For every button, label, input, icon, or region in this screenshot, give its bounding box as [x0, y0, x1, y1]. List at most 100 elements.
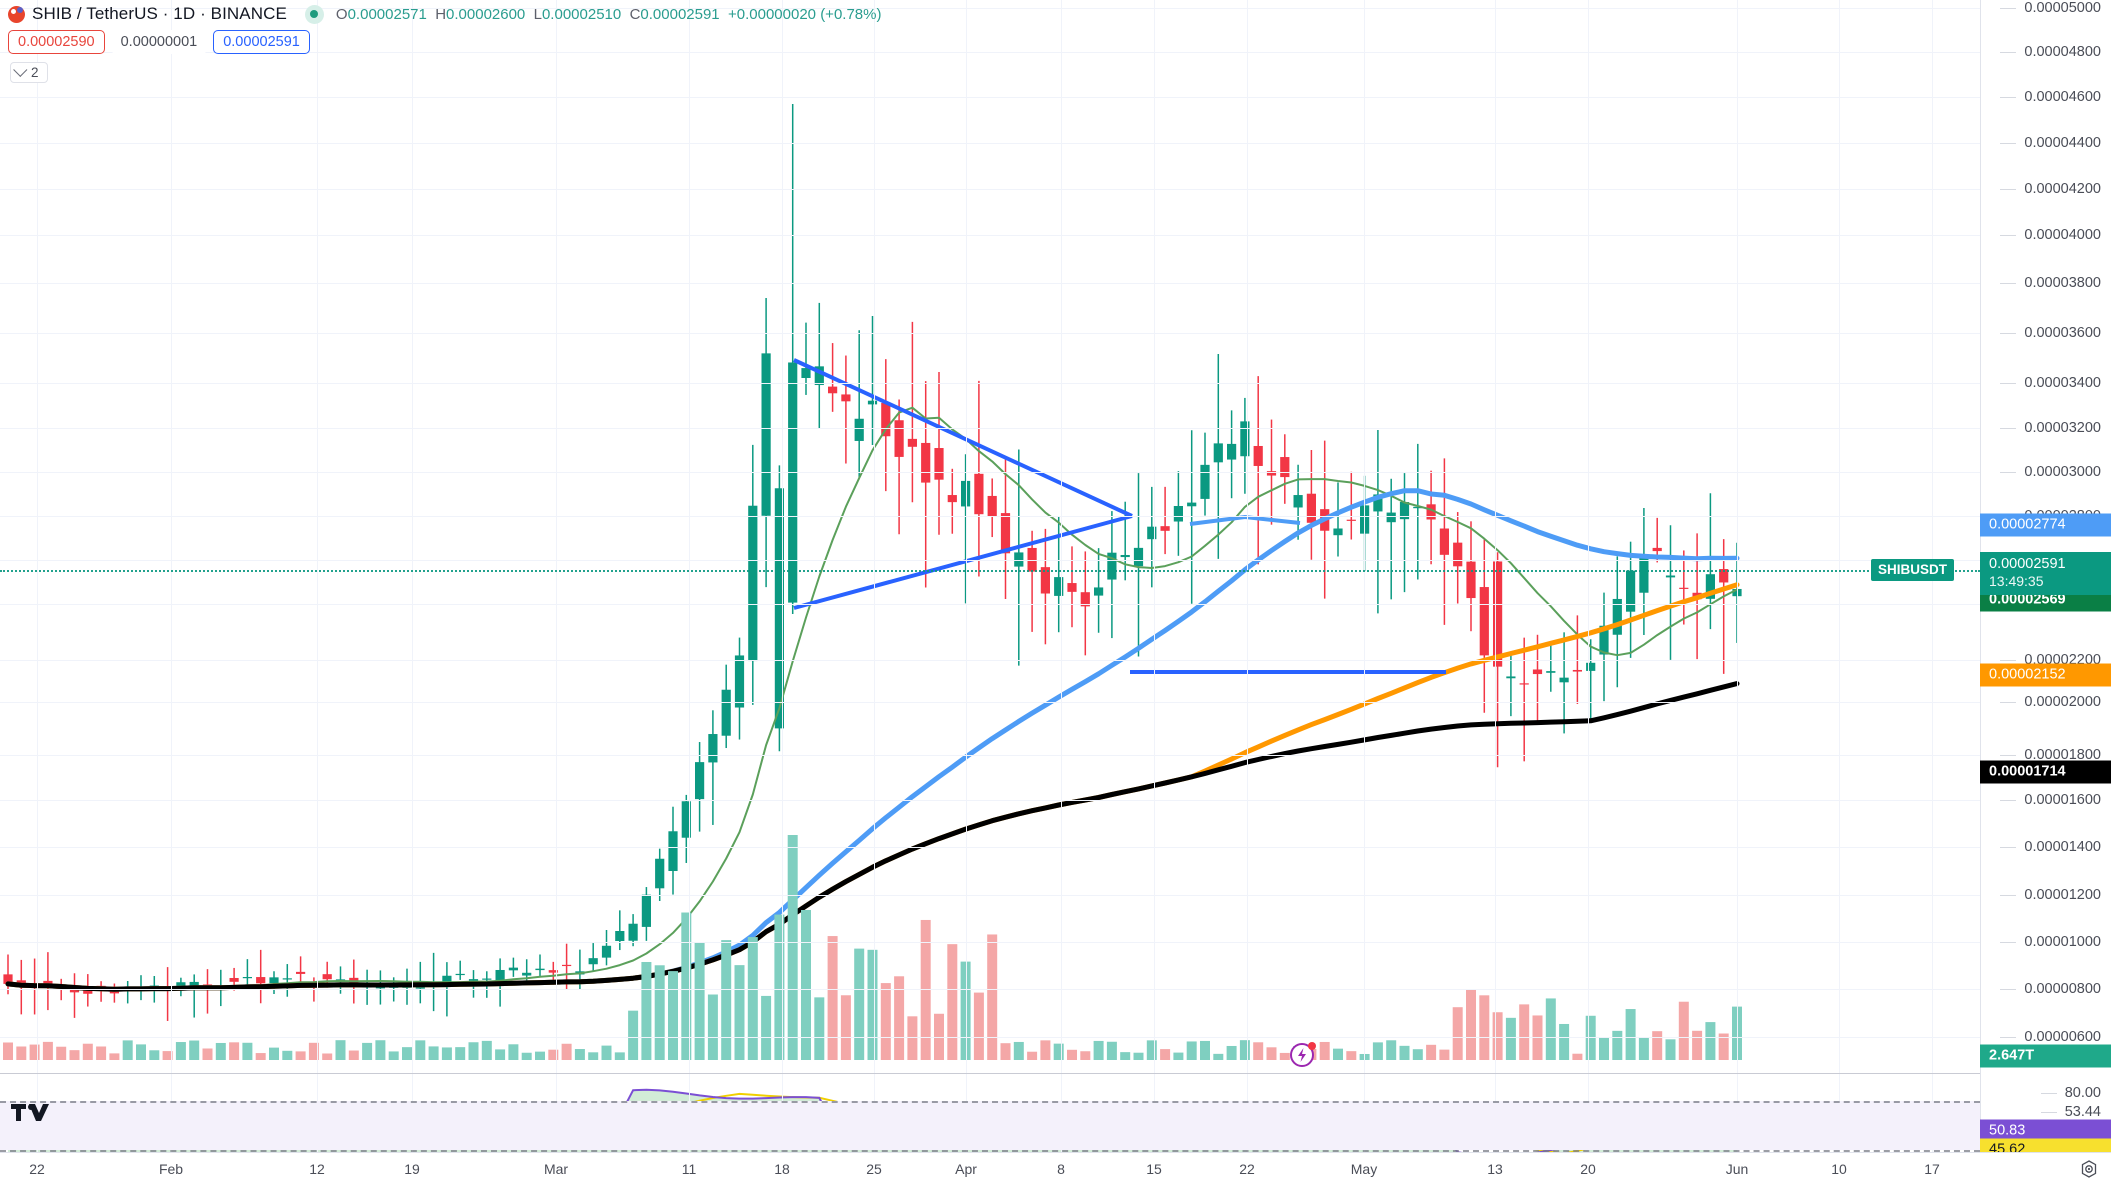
orange-ma-level[interactable]: 0.00002152: [1980, 663, 2111, 687]
volume-bar: [747, 937, 758, 1060]
collapsed-indicators-button[interactable]: 2: [10, 61, 48, 83]
volume-bar: [282, 1050, 293, 1060]
volume-bar: [1386, 1040, 1397, 1060]
indicator-value-low[interactable]: 0.00002590: [8, 30, 105, 54]
volume-bar: [308, 1042, 319, 1060]
volume-bar: [721, 940, 732, 1060]
volume-bar: [269, 1047, 279, 1060]
price-tick: 0.00005000: [2000, 0, 2101, 16]
volume-bar: [801, 910, 811, 1060]
gridline: [1588, 0, 1589, 1152]
current-price-value: 0.00002591: [1989, 556, 2066, 572]
light-blue-ma-line: [5, 488, 1740, 992]
volume-bar: [1213, 1053, 1224, 1060]
time-tick: 22: [29, 1161, 45, 1177]
volume-bar: [1452, 1007, 1463, 1060]
volume-bar: [1106, 1041, 1117, 1060]
volume-bar: [1479, 995, 1490, 1060]
low-label: L: [533, 5, 542, 23]
gridline: [0, 189, 1980, 190]
gridline: [1839, 0, 1840, 1152]
gridline: [0, 283, 1980, 284]
volume-bar: [694, 942, 705, 1060]
volume-bar: [162, 1051, 173, 1060]
gridline: [0, 516, 1980, 517]
volume-bar: [1692, 1030, 1703, 1060]
clock-settings-icon[interactable]: [2080, 1160, 2098, 1178]
triangle-upper-trendline[interactable]: [793, 358, 1133, 518]
volume-bar: [894, 976, 905, 1060]
gridline: [0, 895, 1980, 896]
gridline: [1061, 0, 1062, 1152]
volume-bar: [109, 1053, 120, 1060]
symbol-price-tag: SHIBUSDT: [1871, 559, 1955, 581]
volume-bar: [175, 1042, 186, 1060]
time-tick: May: [1350, 1161, 1378, 1177]
volume-bar: [761, 995, 772, 1060]
legend-symbol-row: SHIB / TetherUS · 1D · BINANCE O0.000025…: [8, 2, 881, 26]
price-tick: 0.00003000: [2000, 464, 2101, 480]
indicator-value-high[interactable]: 0.00002591: [213, 30, 310, 54]
volume-bar: [1279, 1052, 1290, 1060]
volume-bar: [1239, 1040, 1250, 1060]
time-tick: 12: [309, 1161, 325, 1177]
chart-legend: SHIB / TetherUS · 1D · BINANCE O0.000025…: [8, 2, 881, 83]
volume-bar: [934, 1013, 944, 1060]
time-tick: 8: [1057, 1161, 1065, 1177]
chart-plot-area[interactable]: [0, 0, 1980, 1152]
volume-bar: [681, 912, 692, 1060]
gridline: [0, 942, 1980, 943]
volume-level[interactable]: 2.647T: [1980, 1044, 2111, 1068]
tradingview-logo[interactable]: [10, 1101, 56, 1125]
volume-bar: [614, 1052, 625, 1060]
indicator-value-mid[interactable]: 0.00000001: [110, 30, 208, 54]
volume-bar: [1559, 1023, 1570, 1060]
gridline: [317, 0, 318, 1152]
gridline: [782, 0, 783, 1152]
shiba-inu-logo-icon: [8, 5, 25, 23]
gridline: [1364, 0, 1365, 1152]
rsi-value-badge[interactable]: 50.83: [1980, 1119, 2111, 1143]
gridline: [0, 472, 1980, 473]
ohlc-values: O0.00002571 H0.00002600 L0.00002510 C0.0…: [336, 6, 882, 23]
volume-bar: [1466, 989, 1476, 1060]
volume-bar: [1399, 1045, 1410, 1060]
volume-bar: [402, 1047, 412, 1060]
current-price-badge[interactable]: 0.00002591 13:49:35: [1980, 552, 2111, 595]
high-label: H: [435, 5, 447, 23]
gridline: [0, 1037, 1980, 1038]
gridline: [0, 52, 1980, 53]
lightning-replay-icon[interactable]: [1288, 1039, 1318, 1069]
price-scale[interactable]: 0.00005000 0.00004800 0.00004600 0.00004400…: [1871, 0, 2111, 1162]
volume-bar: [1412, 1049, 1423, 1060]
volume-bar: [521, 1052, 532, 1060]
time-tick: Apr: [955, 1161, 977, 1177]
volume-bar: [415, 1040, 426, 1060]
eye-dot-icon[interactable]: [304, 4, 324, 24]
price-tick: 0.00004400: [2000, 135, 2101, 151]
volume-bar: [601, 1045, 612, 1060]
volume-bar: [1519, 1004, 1530, 1060]
ema-line: [7, 406, 1738, 991]
rsi-pane-separator: [0, 1073, 1980, 1074]
rsi-tick: 53.44: [2040, 1104, 2101, 1120]
upper-blue-level[interactable]: 0.00002774: [1980, 513, 2111, 537]
time-scale[interactable]: 22 Feb 12 19 Mar 11 18 25 Apr 8 15 22 May 13 20 Jun 10 17: [0, 1152, 2111, 1185]
symbol-title[interactable]: SHIB / TetherUS · 1D · BINANCE: [32, 4, 287, 23]
volume-bar: [734, 965, 745, 1060]
black-ma-level[interactable]: 0.00001714: [1980, 760, 2111, 784]
volume-bar: [122, 1040, 133, 1060]
volume-bar: [136, 1044, 146, 1060]
gridline: [0, 383, 1980, 384]
volume-bar: [229, 1042, 240, 1060]
volume-bar: [96, 1046, 107, 1060]
volume-bar: [42, 1041, 53, 1060]
volume-bar: [362, 1042, 373, 1060]
volume-bar: [82, 1043, 93, 1060]
volume-bar: [814, 997, 825, 1060]
triangle-lower-trendline[interactable]: [793, 514, 1133, 610]
gridline: [0, 8, 1980, 9]
legend-indicator-values-row: 0.00002590 0.00000001 0.00002591: [8, 29, 881, 55]
volume-bar: [189, 1040, 200, 1060]
